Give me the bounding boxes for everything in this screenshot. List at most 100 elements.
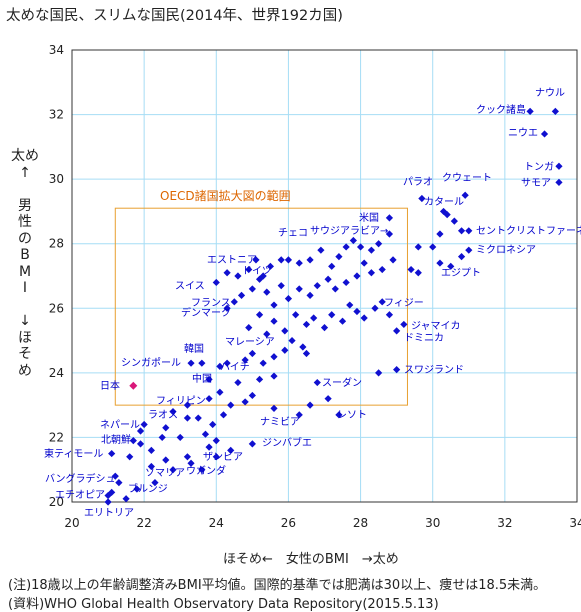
data-point [295,259,303,267]
data-point [162,424,170,432]
data-point [371,304,379,312]
oecd-range-label: OECD諸国拡大図の範囲 [160,188,291,203]
data-point [169,466,177,474]
data-point [263,330,271,338]
point-label: フィリピン [156,395,206,407]
data-point [302,349,311,358]
data-point [540,130,549,138]
data-point [436,230,444,238]
data-point [205,375,213,383]
data-point [295,285,303,293]
data-point [219,411,228,419]
data-point [378,298,386,306]
point-label: クック諸島 [476,103,526,116]
data-point [129,437,137,445]
data-point [104,498,112,506]
y-axis-label-char: 男 [18,197,32,214]
data-point [385,230,394,238]
point-label: ジャマイカ [411,320,461,332]
point-label: トンガ [524,161,554,173]
data-point [551,107,559,115]
y-tick-label: 26 [49,301,64,315]
point-label: サモア [521,177,551,189]
point-label: エジプト [441,267,481,279]
point-label: チェコ [278,227,308,239]
data-point [270,317,278,325]
data-point [526,107,534,115]
point-label: ドイツ [242,266,272,277]
data-point [133,485,141,493]
point-label: クウェート [442,172,492,184]
point-label: スワジランド [404,364,464,376]
data-point [248,349,256,358]
data-point [317,246,325,254]
data-point [414,269,422,277]
data-point [378,265,386,274]
data-point [360,259,368,267]
note-text: (注)18歳以上の年齢調整済みBMI平均値。国際的基準では肥満は30以上、痩せは… [8,578,547,593]
data-point [255,275,264,283]
data-point [255,311,264,319]
x-axis-label: ほそめ← 女性のBMI →太め [223,552,399,567]
point-label: ミクロネシア [476,244,536,256]
data-point [292,311,300,319]
data-point [306,291,314,299]
data-point [443,211,451,219]
data-point [555,162,563,170]
data-point [227,401,235,409]
data-point [270,372,278,380]
point-label: フランス [191,297,231,309]
data-point [324,395,332,403]
y-axis-label-char: 性 [18,214,32,230]
data-point [227,446,235,454]
data-point [284,256,293,264]
point-label: マレーシア [225,337,275,348]
data-point [259,359,267,367]
data-point [338,317,347,325]
data-point [465,246,473,254]
point-label: 韓国 [184,343,204,355]
data-point [245,324,253,332]
x-tick-label: 22 [137,516,152,530]
data-point [447,262,455,270]
point-label: ニウエ [508,127,538,139]
point-label: 米国 [359,211,379,224]
data-point [342,243,350,251]
point-label: ソマリア [145,468,185,479]
data-point [183,414,192,422]
data-point [263,288,271,296]
data-point [335,253,343,261]
data-point [115,479,123,487]
data-point [187,459,195,467]
data-point [216,388,224,396]
y-tick-label: 32 [49,108,64,122]
y-axis-label-char: め [18,362,32,379]
data-point [108,488,116,496]
point-label: フィジー [384,298,424,309]
point-label: シンガポール [121,357,181,369]
y-axis-label-char: M [18,263,32,280]
x-tick-label: 28 [353,516,368,530]
x-tick-label: 24 [209,516,224,530]
data-point [223,269,231,277]
data-point [429,243,437,251]
data-point [248,391,256,400]
data-point [288,336,296,345]
data-point [194,414,202,422]
data-point [457,227,466,235]
data-point [241,356,249,364]
oecd-range-box [114,207,408,406]
data-point [375,369,383,377]
data-point [266,262,274,270]
data-point [183,453,192,461]
data-point [400,320,408,329]
data-point [320,324,329,332]
data-point [140,420,148,429]
data-point [122,495,130,503]
data-point [450,217,458,225]
data-point [111,472,119,480]
data-point [176,433,184,442]
data-point [108,449,116,458]
data-point [389,256,397,264]
point-label: スーダン [322,376,362,389]
